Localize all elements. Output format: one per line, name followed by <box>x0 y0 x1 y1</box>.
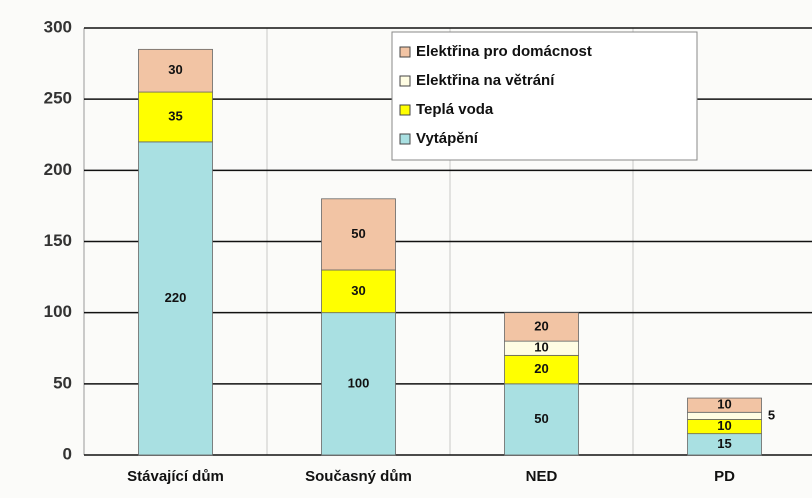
data-label: 30 <box>168 62 182 77</box>
data-label: 10 <box>717 418 731 433</box>
legend-label: Elektřina pro domácnost <box>416 43 592 60</box>
bar-segment <box>321 269 396 314</box>
data-label: 15 <box>717 436 731 451</box>
y-tick-label: 150 <box>44 231 72 250</box>
y-tick-label: 0 <box>63 444 72 463</box>
bar-segment <box>687 397 762 413</box>
bar-segment <box>504 383 579 456</box>
data-label: 5 <box>768 407 775 422</box>
y-tick-label: 100 <box>44 302 72 321</box>
x-tick-label: NED <box>526 468 558 485</box>
legend-label: Elektřina na větrání <box>416 72 555 89</box>
legend-label: Vytápění <box>416 130 479 147</box>
bar-segment <box>321 198 396 271</box>
legend-swatch <box>399 133 411 145</box>
bar-segment <box>504 312 579 342</box>
y-tick-label: 250 <box>44 89 72 108</box>
data-label: 50 <box>534 411 548 426</box>
x-tick-label: PD <box>714 468 735 485</box>
legend-swatch <box>399 46 411 58</box>
data-label: 30 <box>351 283 365 298</box>
bar-segment <box>138 48 213 93</box>
legend-swatch <box>399 75 411 87</box>
bar-segment <box>687 411 762 420</box>
legend-box <box>391 31 698 161</box>
legend-swatch <box>399 104 411 116</box>
data-label: 20 <box>534 361 548 376</box>
data-label: 10 <box>534 340 548 355</box>
data-label: 100 <box>348 375 370 390</box>
y-tick-label: 200 <box>44 160 72 179</box>
y-tick-label: 50 <box>53 373 72 392</box>
data-label: 20 <box>534 318 548 333</box>
legend-label: Teplá voda <box>416 101 494 118</box>
y-tick-label: 300 <box>44 17 72 36</box>
data-label: 220 <box>165 290 187 305</box>
bar-segment <box>138 91 213 143</box>
data-label: 35 <box>168 108 182 123</box>
bar-segment <box>321 312 396 456</box>
data-label: 10 <box>717 397 731 412</box>
x-tick-label: Současný dům <box>305 468 412 485</box>
data-label: 50 <box>351 226 365 241</box>
x-tick-label: Stávající dům <box>127 468 224 485</box>
bar-segment <box>138 141 213 456</box>
